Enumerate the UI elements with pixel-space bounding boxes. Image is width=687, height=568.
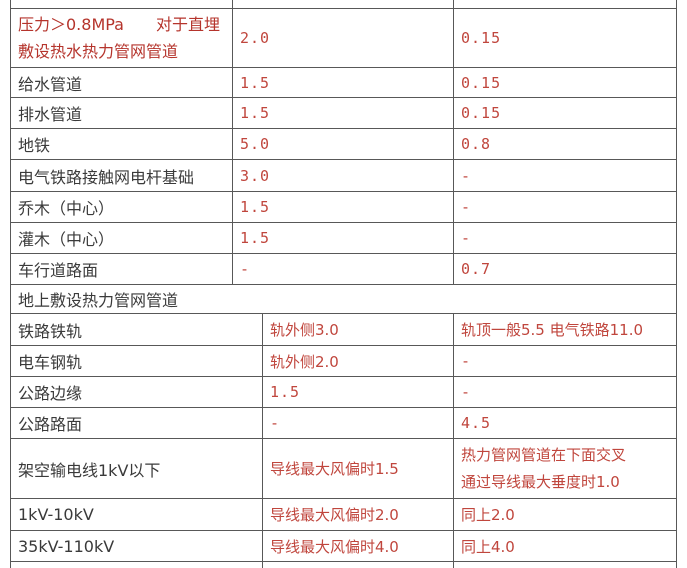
vertical-value-cell: 轨顶一般5.5 电气铁路11.0 bbox=[453, 314, 677, 346]
vertical-value-cell: 同上4.0 bbox=[453, 531, 677, 562]
horizontal-value-cell: 1.5 bbox=[262, 377, 453, 408]
horizontal-value-cell: 2.0 bbox=[232, 9, 453, 68]
partial-cell bbox=[10, 0, 232, 8]
vertical-value-cell: 0.7 bbox=[453, 254, 677, 285]
partial-cell bbox=[262, 562, 453, 568]
section-header-label: 地上敷设热力管网管道 bbox=[10, 285, 677, 314]
section-header-row: 地上敷设热力管网管道 bbox=[10, 285, 677, 314]
row-label-cell: 电气铁路接触网电杆基础 bbox=[10, 160, 232, 192]
vertical-value-cell: - bbox=[453, 160, 677, 192]
partial-cell bbox=[232, 0, 453, 8]
table-row: 公路边缘 1.5 - bbox=[10, 377, 677, 408]
horizontal-value-cell: 3.0 bbox=[232, 160, 453, 192]
vertical-value-cell: - bbox=[453, 346, 677, 377]
table-row: 公路路面 - 4.5 bbox=[10, 408, 677, 439]
horizontal-value-cell: 1.5 bbox=[232, 223, 453, 254]
row-label-cell: 公路路面 bbox=[10, 408, 262, 439]
horizontal-value-cell: 1.5 bbox=[232, 98, 453, 129]
row-label-cell: 1kV-10kV bbox=[10, 499, 262, 531]
partial-cell bbox=[453, 0, 677, 8]
table-row: 35kV-110kV 导线最大风偏时4.0 同上4.0 bbox=[10, 531, 677, 562]
vertical-value-cell: - bbox=[453, 223, 677, 254]
row-label-cell: 车行道路面 bbox=[10, 254, 232, 285]
table-row: 电气铁路接触网电杆基础 3.0 - bbox=[10, 160, 677, 192]
horizontal-value-cell: - bbox=[262, 408, 453, 439]
vertical-value-cell: - bbox=[453, 192, 677, 223]
row-label-cell: 铁路铁轨 bbox=[10, 314, 262, 346]
vertical-value-cell: 0.15 bbox=[453, 68, 677, 98]
row-label-cell: 架空输电线1kV以下 bbox=[10, 439, 262, 499]
vertical-value-cell: 0.8 bbox=[453, 129, 677, 160]
vertical-value-cell: 0.15 bbox=[453, 98, 677, 129]
clearance-table: 压力＞0.8MPa 对于直埋 敷设热水热力管网管道 2.0 0.15 给水管道 … bbox=[10, 0, 677, 568]
horizontal-value-cell: 轨外侧2.0 bbox=[262, 346, 453, 377]
table-row: 电车钢轨 轨外侧2.0 - bbox=[10, 346, 677, 377]
row-label-cell: 公路边缘 bbox=[10, 377, 262, 408]
horizontal-value-cell: 轨外侧3.0 bbox=[262, 314, 453, 346]
horizontal-value-cell: 导线最大风偏时2.0 bbox=[262, 499, 453, 531]
table-row: 排水管道 1.5 0.15 bbox=[10, 98, 677, 129]
horizontal-value-cell: 1.5 bbox=[232, 68, 453, 98]
vertical-value-cell: 4.5 bbox=[453, 408, 677, 439]
row-label-cell: 排水管道 bbox=[10, 98, 232, 129]
row-label-cell: 乔木（中心） bbox=[10, 192, 232, 223]
partial-cell bbox=[10, 562, 262, 568]
row-label-cell: 给水管道 bbox=[10, 68, 232, 98]
table-row: 给水管道 1.5 0.15 bbox=[10, 68, 677, 98]
row-label-cell: 压力＞0.8MPa 对于直埋 敷设热水热力管网管道 bbox=[10, 9, 232, 68]
partial-row-top bbox=[10, 0, 677, 9]
row-label-cell: 地铁 bbox=[10, 129, 232, 160]
table-row: 车行道路面 - 0.7 bbox=[10, 254, 677, 285]
vertical-value-cell: 同上2.0 bbox=[453, 499, 677, 531]
horizontal-value-cell: 5.0 bbox=[232, 129, 453, 160]
table-row: 压力＞0.8MPa 对于直埋 敷设热水热力管网管道 2.0 0.15 bbox=[10, 9, 677, 68]
row-label-cell: 电车钢轨 bbox=[10, 346, 262, 377]
table-row: 地铁 5.0 0.8 bbox=[10, 129, 677, 160]
horizontal-value-cell: - bbox=[232, 254, 453, 285]
horizontal-value-cell: 1.5 bbox=[232, 192, 453, 223]
table-row: 乔木（中心） 1.5 - bbox=[10, 192, 677, 223]
table-row: 1kV-10kV 导线最大风偏时2.0 同上2.0 bbox=[10, 499, 677, 531]
vertical-value-cell: 热力管网管道在下面交叉 通过导线最大垂度时1.0 bbox=[453, 439, 677, 499]
row-label-cell: 35kV-110kV bbox=[10, 531, 262, 562]
partial-row-bottom bbox=[10, 562, 677, 568]
row-label-cell: 灌木（中心） bbox=[10, 223, 232, 254]
horizontal-value-cell: 导线最大风偏时4.0 bbox=[262, 531, 453, 562]
table-row: 架空输电线1kV以下 导线最大风偏时1.5 热力管网管道在下面交叉 通过导线最大… bbox=[10, 439, 677, 499]
vertical-value-cell: - bbox=[453, 377, 677, 408]
vertical-value-cell: 0.15 bbox=[453, 9, 677, 68]
table-row: 灌木（中心） 1.5 - bbox=[10, 223, 677, 254]
partial-cell bbox=[453, 562, 677, 568]
table-row: 铁路铁轨 轨外侧3.0 轨顶一般5.5 电气铁路11.0 bbox=[10, 314, 677, 346]
horizontal-value-cell: 导线最大风偏时1.5 bbox=[262, 439, 453, 499]
